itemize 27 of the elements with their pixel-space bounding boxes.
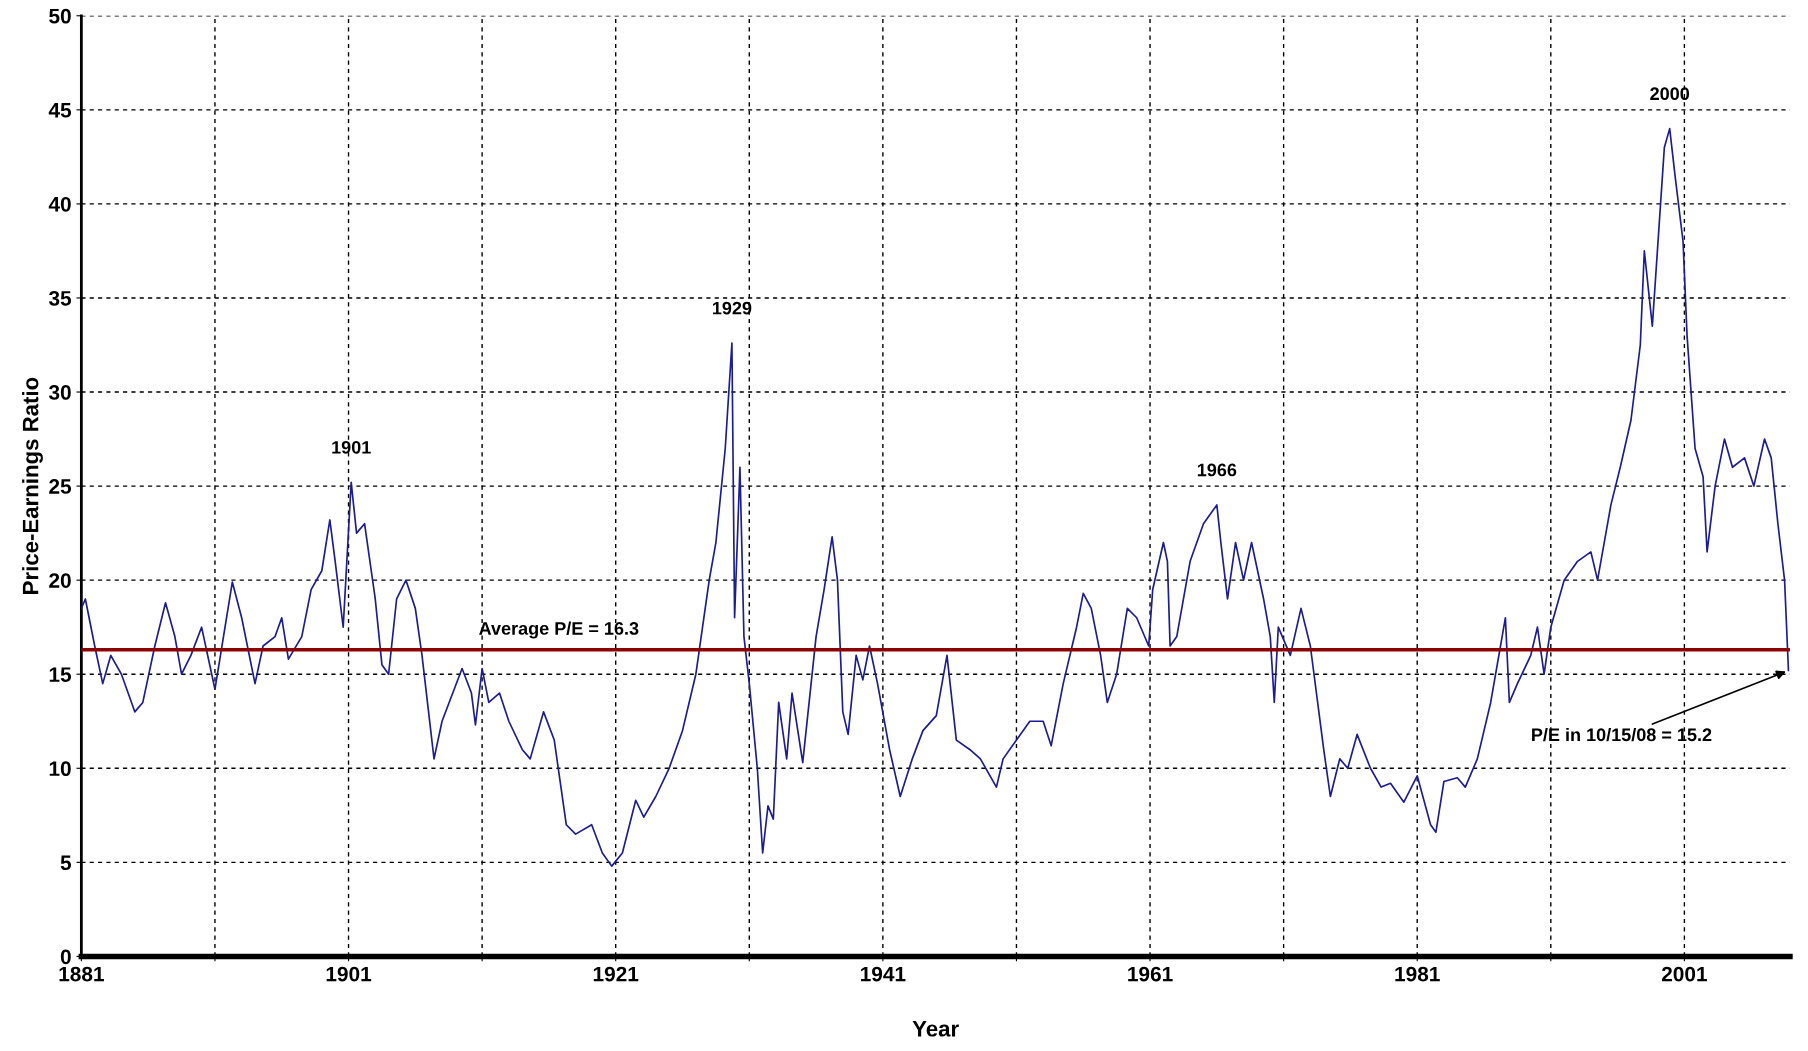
y-tick-label: 50 xyxy=(49,8,71,24)
y-tick-label: 15 xyxy=(49,667,72,682)
x-tick-label: 1961 xyxy=(1128,966,1173,982)
annotation: 2000 xyxy=(1650,87,1690,101)
y-tick-label: 30 xyxy=(48,385,71,400)
y-tick-label: 40 xyxy=(48,196,71,212)
x-tick-label: 1941 xyxy=(861,966,906,982)
y-tick-label: 35 xyxy=(48,290,72,306)
x-tick-label: 1921 xyxy=(593,966,639,982)
annotation: 1966 xyxy=(1197,463,1237,477)
annotation: 1929 xyxy=(712,301,752,315)
y-tick-label: 25 xyxy=(49,479,72,494)
y-tick-label: 10 xyxy=(49,761,71,777)
annotation: P/E in 10/15/08 = 15.2 xyxy=(1532,727,1712,742)
annotation: 1901 xyxy=(332,440,371,454)
x-tick-label: 1901 xyxy=(326,966,372,982)
y-tick-label: 20 xyxy=(49,573,71,588)
x-tick-label: 1981 xyxy=(1395,966,1440,982)
y-axis-title: Price-Earnings Ratio xyxy=(22,377,43,594)
y-tick-label: 45 xyxy=(48,103,72,118)
x-axis-title: Year xyxy=(912,1021,959,1037)
ref-line-label: Average P/E = 16.3 xyxy=(479,621,639,639)
y-tick-label: 5 xyxy=(60,855,72,871)
line-series xyxy=(81,127,1790,867)
x-tick-label: 2001 xyxy=(1661,966,1707,982)
x-tick-label: 1881 xyxy=(59,966,104,982)
y-tick-label: 0 xyxy=(60,949,71,965)
